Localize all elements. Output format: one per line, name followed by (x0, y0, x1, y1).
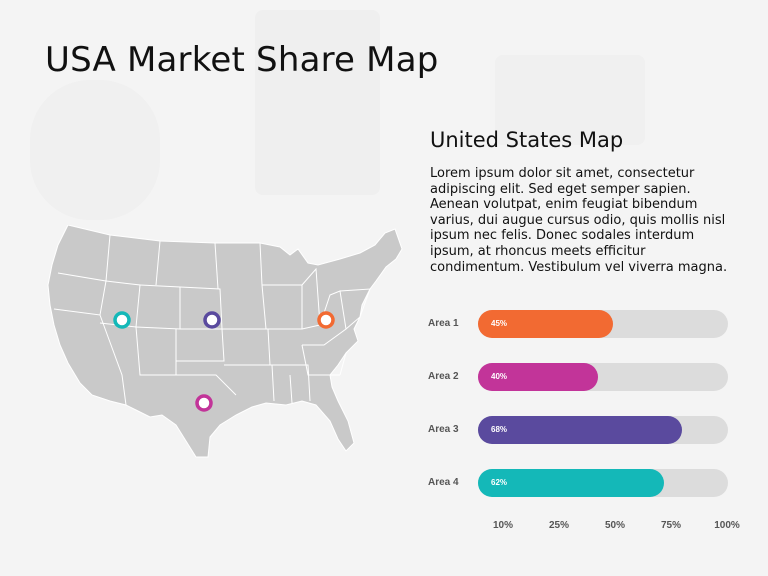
marker-east[interactable] (317, 311, 335, 329)
x-tick-3: 50% (604, 520, 626, 531)
area-label-2: Area 2 (428, 371, 459, 382)
bar-track-4: 62% (478, 469, 728, 497)
marker-west[interactable] (113, 311, 131, 329)
x-tick-4: 75% (660, 520, 682, 531)
usa-map-shape (47, 225, 403, 458)
state-borders (53, 234, 371, 406)
section-subtitle: United States Map (430, 128, 624, 152)
bar-fill-3: 68% (478, 416, 682, 444)
map-markers (113, 311, 335, 412)
marker-south[interactable] (195, 394, 213, 412)
bar-value-label-4: 62% (491, 478, 508, 487)
background-photo (255, 10, 380, 195)
bar-fill-4: 62% (478, 469, 664, 497)
x-tick-1: 10% (492, 520, 514, 531)
bar-fill-2: 40% (478, 363, 598, 391)
area-label-3: Area 3 (428, 424, 459, 435)
x-tick-2: 25% (548, 520, 570, 531)
area-label-4: Area 4 (428, 477, 459, 488)
page-title: USA Market Share Map (45, 40, 439, 80)
bar-fill-1: 45% (478, 310, 613, 338)
usa-map (47, 225, 403, 458)
bar-track-2: 40% (478, 363, 728, 391)
bar-track-3: 68% (478, 416, 728, 444)
description-text: Lorem ipsum dolor sit amet, consectetur … (430, 166, 728, 275)
marker-central[interactable] (203, 311, 221, 329)
area-label-1: Area 1 (428, 318, 459, 329)
bar-value-label-1: 45% (491, 319, 508, 328)
background-photo (495, 55, 645, 145)
x-tick-5: 100% (714, 520, 740, 531)
bar-track-1: 45% (478, 310, 728, 338)
bar-value-label-3: 68% (491, 425, 508, 434)
bar-value-label-2: 40% (491, 372, 508, 381)
background-photo (30, 80, 160, 220)
